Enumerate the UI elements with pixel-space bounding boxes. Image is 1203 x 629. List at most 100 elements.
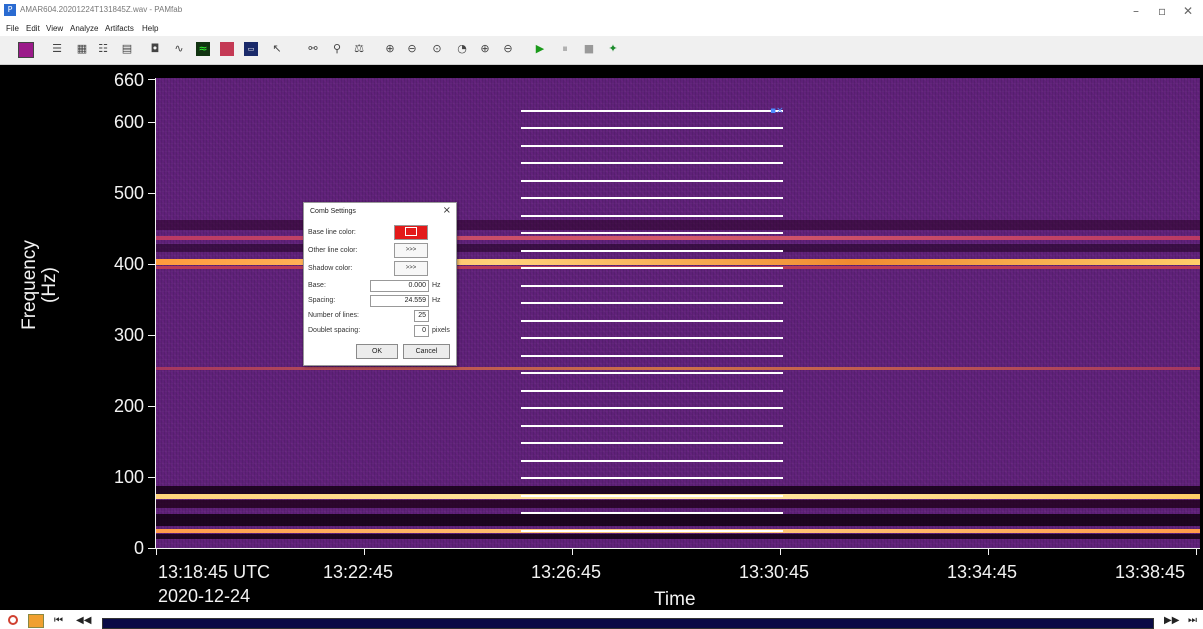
comb-line: [521, 109, 783, 112]
band-460: [155, 220, 1200, 230]
comb-line: [521, 302, 783, 305]
play-icon[interactable]: ▶: [535, 42, 545, 55]
other-line-color-button[interactable]: >>>: [394, 243, 428, 258]
filter-icon[interactable]: ☰: [52, 42, 62, 55]
image-icon[interactable]: [28, 614, 44, 628]
layers-icon[interactable]: ▤: [121, 42, 133, 55]
shadow-color-button[interactable]: >>>: [394, 261, 428, 276]
x-tick-label: 13:26:45: [531, 562, 602, 582]
comb-line: [521, 144, 783, 147]
first-page-icon[interactable]: ⏮: [54, 615, 63, 626]
menu-help[interactable]: Help: [142, 24, 159, 33]
zoom-out-icon[interactable]: ⊖: [407, 42, 417, 55]
doublet-spacing-input[interactable]: 0: [414, 325, 429, 337]
settings-icon[interactable]: [8, 615, 18, 625]
comb-settings-dialog: Comb Settings × Base line color: Other l…: [303, 202, 457, 366]
bottom-bar: ⏮ ◀◀ ▶▶ ⏭: [0, 610, 1203, 629]
comb-handle-icon[interactable]: ▪×: [770, 106, 784, 116]
band-425: [155, 244, 1200, 252]
menu-bar: File Edit View Analyze Artifacts Help: [0, 22, 1203, 36]
comb-line: [521, 162, 783, 165]
y-tick: [148, 122, 155, 123]
band-45: [155, 514, 1200, 526]
comb-line: [521, 249, 783, 252]
shadow-color-label: Shadow color:: [308, 265, 353, 272]
comb-line: [521, 337, 783, 340]
comb-line: [521, 127, 783, 130]
doublet-spacing-label: Doublet spacing:: [308, 327, 361, 334]
zoom-fit-icon[interactable]: ⊙: [432, 42, 442, 55]
menu-analyze[interactable]: Analyze: [70, 24, 99, 33]
comb-line: [521, 267, 783, 270]
x-tick: [572, 548, 573, 555]
comb-line: [521, 494, 783, 497]
zoom-in-icon[interactable]: ⊕: [385, 42, 395, 55]
waveform-icon[interactable]: [220, 42, 234, 56]
menu-file[interactable]: File: [6, 24, 19, 33]
dialog-close-icon[interactable]: ×: [442, 205, 451, 216]
x-axis-title: Time: [654, 589, 696, 610]
stop-icon[interactable]: ■: [583, 42, 595, 55]
dialog-title: Comb Settings: [310, 208, 356, 215]
comb-line: [521, 442, 783, 445]
marker-icon[interactable]: ✦: [608, 42, 618, 55]
pin-icon[interactable]: ⚲: [332, 42, 342, 55]
color-swatch-icon: [405, 226, 417, 236]
y-tick-label: 600: [114, 112, 145, 132]
list-icon[interactable]: ☷: [98, 42, 108, 55]
last-page-icon[interactable]: ⏭: [1188, 615, 1197, 626]
pointer-icon[interactable]: ↖: [272, 42, 282, 55]
spacing-label: Spacing:: [308, 297, 336, 304]
toolbar: ☰ ▦ ☷ ▤ ◘ ∿ ≈ ▭ ↖ ⚯ ⚲ ⚖ ⊕ ⊖ ⊙ ◔ ⊕ ⊖ ▶ ⏸ …: [0, 36, 1203, 65]
prev-page-icon[interactable]: ◀◀: [76, 615, 92, 626]
colormap-icon[interactable]: [18, 42, 34, 58]
number-of-lines-input[interactable]: 25: [414, 310, 429, 322]
menu-artifacts[interactable]: Artifacts: [105, 24, 134, 33]
curve-icon[interactable]: ∿: [174, 42, 184, 55]
other-line-color-label: Other line color:: [308, 247, 358, 254]
time-scrollbar[interactable]: [102, 618, 1154, 629]
base-input[interactable]: 0.000: [370, 280, 429, 292]
zoom-time-out-icon[interactable]: ⊖: [503, 42, 513, 55]
menu-edit[interactable]: Edit: [26, 24, 40, 33]
comb-line: [521, 214, 783, 217]
x-tick: [156, 548, 157, 555]
spacing-input[interactable]: 24.559: [370, 295, 429, 307]
minimize-button[interactable]: –: [1133, 4, 1139, 18]
y-tick-label: 100: [114, 467, 145, 487]
base-line-color-button[interactable]: [394, 225, 428, 240]
y-axis-title-line2: (Hz): [39, 267, 60, 303]
y-axis-line: [155, 78, 156, 548]
doublet-spacing-unit: pixels: [432, 327, 450, 334]
y-tick-label: 660: [114, 70, 145, 90]
title-bar: P AMAR604.20201224T131845Z.wav - PAMfab …: [0, 0, 1203, 22]
spectrum-icon[interactable]: ≈: [196, 42, 210, 56]
number-of-lines-label: Number of lines:: [308, 312, 359, 319]
menu-view[interactable]: View: [46, 24, 64, 33]
x-tick: [1196, 548, 1197, 555]
zoom-prev-icon[interactable]: ◔: [457, 42, 467, 55]
pause-icon[interactable]: ⏸: [562, 42, 568, 55]
x-axis-date: 2020-12-24: [158, 586, 251, 606]
cancel-button[interactable]: Cancel: [403, 344, 450, 359]
base-unit: Hz: [432, 282, 441, 289]
comb-line: [521, 354, 783, 357]
spectrogram-image[interactable]: [155, 78, 1200, 548]
link-icon[interactable]: ⚯: [308, 42, 318, 55]
zoom-time-in-icon[interactable]: ⊕: [480, 42, 490, 55]
close-button[interactable]: ✕: [1183, 4, 1194, 18]
restore-button[interactable]: ▫: [1158, 4, 1167, 18]
ok-button[interactable]: OK: [356, 344, 398, 359]
balance-icon[interactable]: ⚖: [354, 42, 364, 55]
band-250: [155, 367, 1200, 370]
data-icon[interactable]: ▭: [244, 42, 258, 56]
y-tick: [148, 477, 155, 478]
next-page-icon[interactable]: ▶▶: [1164, 615, 1180, 626]
y-tick-label: 0: [134, 538, 145, 558]
grid-icon[interactable]: ▦: [76, 42, 88, 55]
x-tick: [364, 548, 365, 555]
comb-line: [521, 197, 783, 200]
camera-icon[interactable]: ◘: [150, 42, 160, 55]
y-tick-label: 500: [114, 183, 145, 203]
comb-line: [521, 424, 783, 427]
